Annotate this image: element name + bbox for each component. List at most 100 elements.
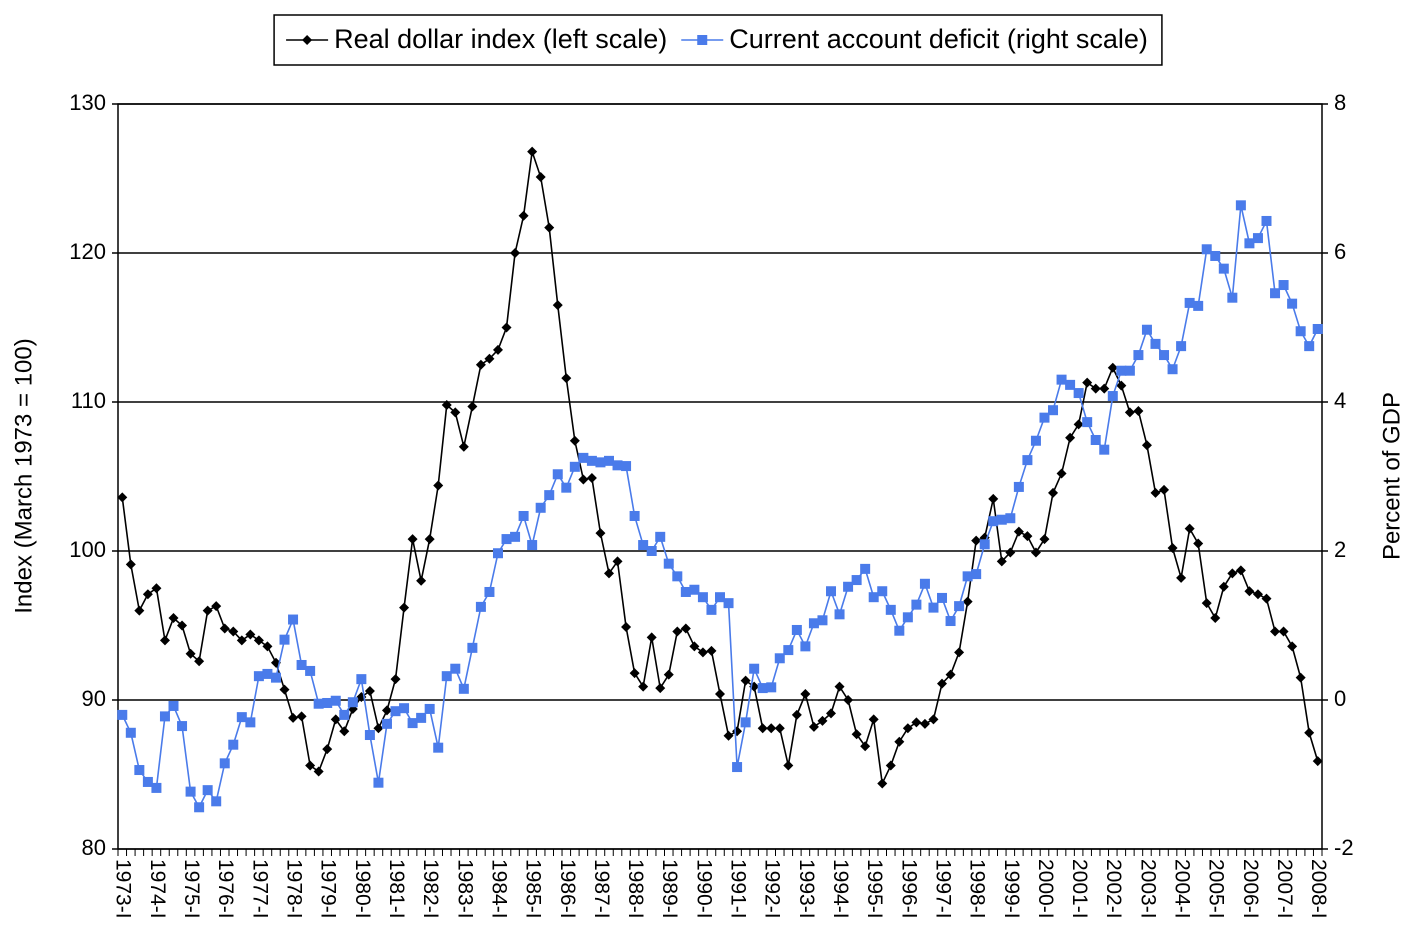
- x-tick-label: 1976-I: [214, 859, 237, 919]
- x-tick-label: 1995-I: [863, 859, 886, 919]
- data-point: [492, 548, 503, 559]
- data-point: [1124, 407, 1135, 418]
- data-point: [467, 401, 478, 412]
- data-point: [296, 711, 307, 722]
- data-point: [612, 556, 623, 567]
- y-tick-label: 110: [71, 388, 106, 413]
- data-point: [168, 700, 179, 711]
- data-point: [706, 604, 717, 615]
- y-tick-label: 130: [69, 90, 106, 115]
- data-point: [322, 744, 333, 755]
- data-point: [817, 615, 828, 626]
- data-point: [416, 575, 427, 586]
- data-point: [467, 642, 478, 653]
- data-point: [416, 712, 427, 723]
- data-point: [1210, 250, 1221, 261]
- data-point: [680, 623, 691, 634]
- x-tick-label: 1979-I: [317, 859, 340, 919]
- data-point: [791, 709, 802, 720]
- data-point: [988, 516, 999, 527]
- legend: Real dollar index (left scale) Current ac…: [273, 14, 1163, 66]
- data-point: [1270, 288, 1281, 299]
- data-point: [1030, 547, 1041, 558]
- data-point: [245, 629, 256, 640]
- plot-area: [117, 103, 1323, 850]
- data-point: [552, 300, 563, 311]
- data-point: [134, 765, 145, 776]
- data-point: [544, 222, 555, 233]
- data-point: [638, 681, 649, 692]
- data-point: [851, 575, 862, 586]
- data-point: [911, 599, 922, 610]
- data-point: [1252, 589, 1263, 600]
- y-axis-title: Index (March 1973 = 100): [10, 338, 37, 614]
- data-point: [774, 653, 785, 664]
- data-point: [988, 493, 999, 504]
- y2-tick-label: 2: [1334, 537, 1346, 562]
- data-point: [740, 675, 751, 686]
- data-point: [381, 705, 392, 716]
- data-point: [364, 730, 375, 741]
- data-point: [211, 601, 222, 612]
- data-point: [424, 534, 435, 545]
- data-point: [510, 248, 521, 258]
- data-point: [1167, 364, 1178, 375]
- data-point: [347, 697, 358, 708]
- data-point: [458, 441, 469, 452]
- data-point: [390, 706, 401, 717]
- data-point: [612, 460, 623, 471]
- data-point: [808, 618, 819, 629]
- data-point: [603, 568, 614, 579]
- data-point: [194, 656, 205, 667]
- data-point: [1278, 280, 1289, 291]
- y2-tick-label: 6: [1334, 239, 1346, 264]
- data-point: [655, 683, 666, 694]
- x-tick-label: 1980-I: [351, 859, 374, 919]
- data-point: [313, 766, 324, 777]
- data-point: [159, 635, 170, 646]
- data-point: [996, 556, 1007, 567]
- data-point: [1065, 379, 1076, 390]
- data-point: [1184, 297, 1195, 308]
- x-tick-label: 1992-I: [761, 859, 784, 919]
- x-tick-label: 1990-I: [692, 859, 715, 919]
- data-point: [595, 457, 606, 468]
- x-tick-label: 1982-I: [419, 859, 442, 919]
- data-point: [1244, 238, 1255, 249]
- data-point: [1141, 440, 1152, 451]
- data-point: [1261, 215, 1272, 226]
- y2-tick-label: 8: [1334, 90, 1346, 115]
- data-point: [142, 589, 153, 600]
- data-point: [125, 559, 136, 570]
- data-point: [228, 739, 239, 750]
- data-point: [125, 727, 136, 738]
- data-point: [1193, 300, 1204, 311]
- data-point: [672, 571, 683, 582]
- data-point: [928, 602, 939, 613]
- data-point: [697, 592, 708, 603]
- y2-tick-label: -2: [1334, 835, 1354, 860]
- data-point: [177, 721, 188, 732]
- data-point: [1193, 538, 1204, 549]
- data-point: [766, 723, 777, 734]
- data-point: [766, 682, 777, 693]
- data-point: [791, 624, 802, 635]
- data-point: [621, 621, 632, 632]
- x-tick-label: 1996-I: [897, 859, 920, 919]
- data-point: [800, 689, 811, 700]
- x-tick-label: 1986-I: [556, 859, 579, 919]
- data-point: [433, 480, 444, 491]
- data-point: [552, 469, 563, 480]
- data-point: [279, 684, 290, 695]
- data-point: [697, 647, 708, 658]
- data-point: [185, 786, 196, 797]
- data-point: [996, 514, 1007, 525]
- data-point: [450, 407, 461, 418]
- data-point: [715, 592, 725, 603]
- data-point: [783, 645, 794, 656]
- data-point: [629, 510, 640, 521]
- y2-axis-title: Percent of GDP: [1378, 392, 1405, 560]
- data-point: [586, 472, 597, 483]
- data-point: [1022, 531, 1033, 542]
- data-point: [1073, 388, 1084, 399]
